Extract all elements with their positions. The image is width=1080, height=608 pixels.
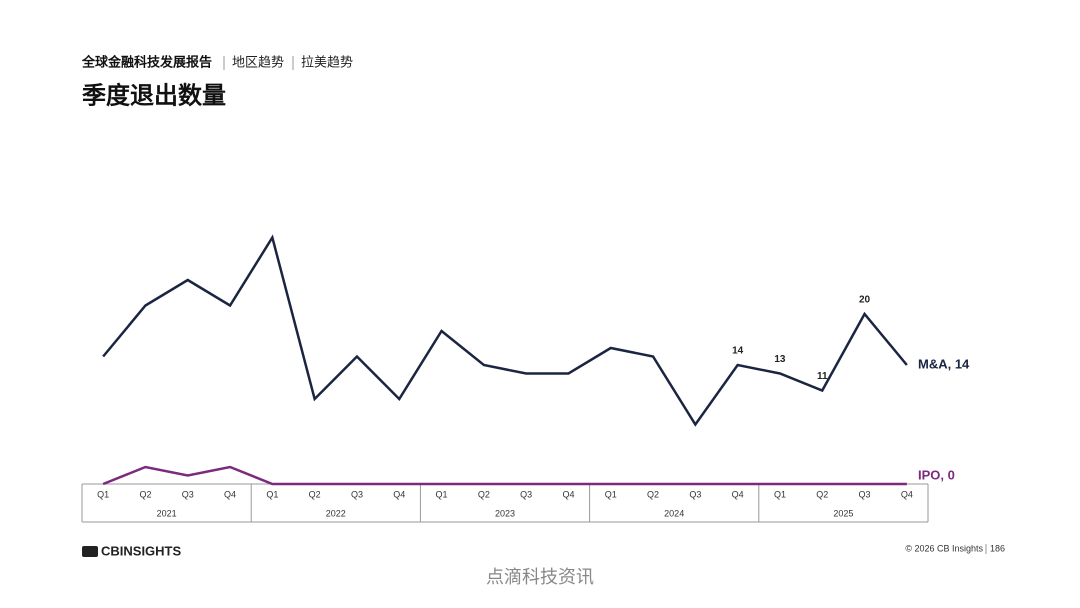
year-label: 2024 [664, 508, 684, 518]
x-tick-label: Q3 [859, 489, 871, 499]
x-tick-label: Q2 [139, 489, 151, 499]
year-label: 2023 [495, 508, 515, 518]
year-label: 2021 [157, 508, 177, 518]
data-label: 20 [859, 295, 871, 306]
x-tick-label: Q1 [605, 489, 617, 499]
x-tick-label: Q4 [224, 489, 236, 499]
year-label: 2025 [833, 508, 853, 518]
chart-title: 季度退出数量 [82, 81, 226, 109]
x-tick-label: Q4 [901, 489, 913, 499]
line [102, 234, 908, 427]
year-label: 2022 [326, 508, 346, 518]
report-title: 全球金融科技发展报告 [81, 54, 212, 69]
copyright: © 2026 CB Insights [905, 543, 983, 553]
x-tick-label: Q3 [689, 489, 701, 499]
page-number: 186 [990, 543, 1005, 553]
x-tick-label: Q1 [97, 489, 109, 499]
x-tick-label: Q3 [182, 489, 194, 499]
x-tick-label: Q3 [351, 489, 363, 499]
series-label: IPO, 0 [918, 467, 955, 482]
x-tick-label: Q4 [562, 489, 574, 499]
x-tick-label: Q1 [774, 489, 786, 499]
logo-icon [82, 546, 98, 557]
x-tick-label: Q2 [478, 489, 490, 499]
x-tick-label: Q3 [520, 489, 532, 499]
x-tick-label: Q2 [309, 489, 321, 499]
watermark: 点滴科技资讯 [486, 567, 594, 587]
line [102, 465, 907, 486]
subsection: 拉美趋势 [301, 54, 353, 69]
data-label: 14 [732, 346, 744, 357]
data-label: 11 [817, 371, 828, 382]
series-label: M&A, 14 [918, 356, 970, 371]
section: 地区趋势 [232, 54, 284, 69]
x-tick-label: Q4 [732, 489, 744, 499]
x-tick-label: Q4 [393, 489, 405, 499]
x-tick-label: Q1 [266, 489, 278, 499]
x-tick-label: Q2 [816, 489, 828, 499]
logo: CBINSIGHTS [101, 543, 182, 558]
data-label: 13 [774, 354, 786, 365]
x-tick-label: Q2 [647, 489, 659, 499]
x-tick-label: Q1 [436, 489, 448, 499]
